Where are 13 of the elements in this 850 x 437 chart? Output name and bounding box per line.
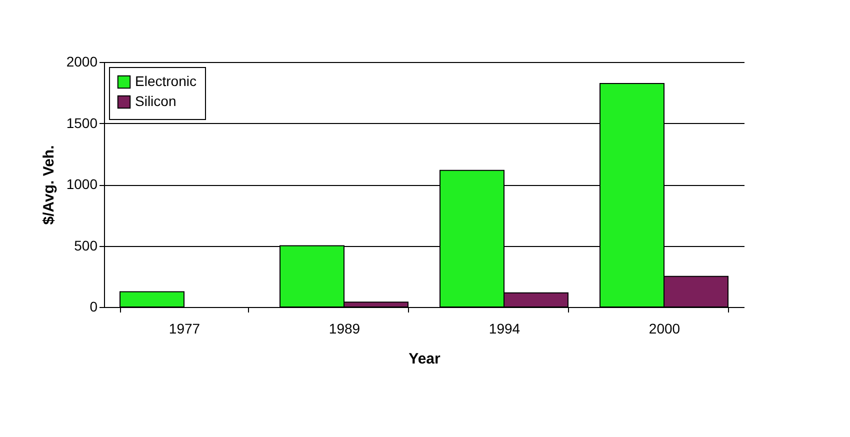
- x-tick-label: 1989: [328, 320, 360, 336]
- y-axis-title: $/Avg. Veh.: [40, 145, 58, 225]
- y-tick-label: 2000: [66, 54, 98, 70]
- y-tick-label: 500: [74, 237, 98, 254]
- x-tick-label: 1994: [488, 320, 520, 336]
- y-tick-label: 1500: [66, 114, 98, 131]
- y-tick-label: 0: [90, 298, 98, 314]
- x-tick-label: 2000: [648, 320, 680, 336]
- y-tick-label: 1000: [66, 176, 98, 192]
- legend-label: Silicon: [135, 93, 176, 109]
- x-tick-label: 1977: [168, 320, 200, 336]
- x-axis-title: Year: [408, 350, 441, 368]
- legend-label: Electronic: [135, 73, 196, 89]
